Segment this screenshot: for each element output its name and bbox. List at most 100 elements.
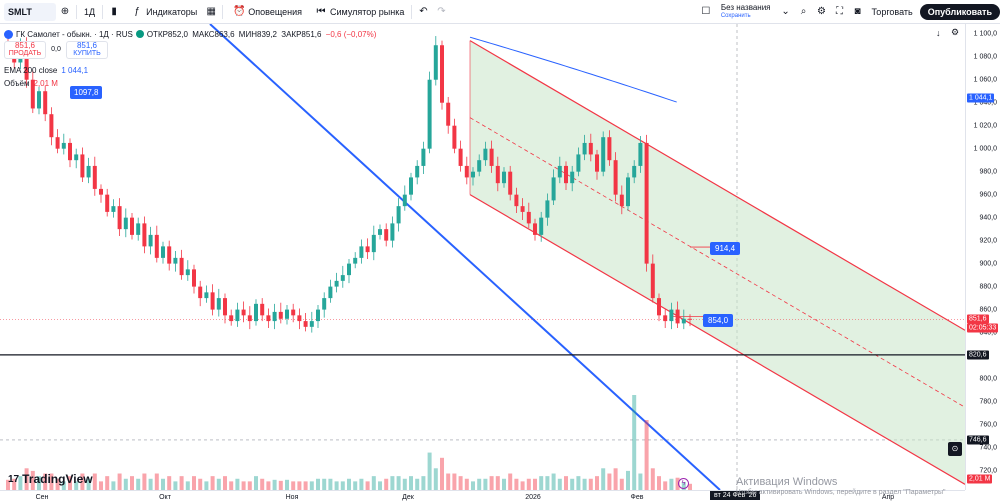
volume-bar bbox=[570, 478, 575, 490]
ema-legend[interactable]: EMA 200 close 1 044,1 bbox=[4, 66, 88, 75]
volume-bar bbox=[309, 481, 314, 490]
price-tick: 760,0 bbox=[979, 421, 997, 429]
volume-bar bbox=[582, 478, 587, 490]
volume-bar bbox=[619, 478, 624, 490]
alerts-button[interactable]: ⏰ Оповещения bbox=[225, 0, 307, 24]
publish-button[interactable]: Опубликовать bbox=[919, 3, 1000, 20]
volume-value: 2,01 M bbox=[33, 79, 58, 88]
price-tick: 720,0 bbox=[979, 467, 997, 474]
candle-body bbox=[142, 223, 147, 247]
candle-body bbox=[334, 280, 339, 287]
flash-icon[interactable]: ϟ bbox=[678, 478, 689, 489]
layout-name[interactable]: Без названия Сохранить bbox=[715, 3, 777, 21]
candle-body bbox=[526, 211, 531, 224]
buy-price: 851,6 bbox=[76, 41, 98, 50]
candle-type-icon[interactable]: ▮ bbox=[111, 6, 117, 17]
candle-body bbox=[278, 311, 283, 319]
volume-bar bbox=[297, 481, 302, 490]
volume-bar bbox=[551, 473, 556, 490]
chevron-down-icon[interactable]: ⌄ bbox=[781, 6, 790, 17]
volume-bar bbox=[117, 473, 122, 490]
change-value: −0,6 (−0,07%) bbox=[325, 29, 377, 39]
price-label-tag[interactable]: 914,4 bbox=[710, 242, 741, 255]
camera-icon[interactable]: ◙ bbox=[854, 6, 861, 17]
indicators-button[interactable]: ƒ Индикаторы bbox=[123, 0, 202, 24]
crosshair-icon[interactable]: ⊙ bbox=[948, 442, 962, 456]
sell-label: ПРОДАТЬ bbox=[8, 50, 42, 57]
candle-body bbox=[291, 309, 296, 316]
candle-body bbox=[130, 217, 134, 235]
candle-body bbox=[260, 303, 265, 316]
volume-bar bbox=[192, 476, 196, 490]
price-tick: 740,0 bbox=[979, 444, 997, 452]
candle-body bbox=[198, 286, 203, 299]
candle-body bbox=[657, 298, 661, 316]
candle-body bbox=[452, 125, 457, 149]
simulator-button[interactable]: ⏮ Симулятор рынка bbox=[307, 0, 409, 24]
arrow-down-icon[interactable]: ↓ bbox=[936, 28, 941, 38]
volume-bar bbox=[384, 478, 389, 490]
price-tick: 940,0 bbox=[979, 214, 997, 222]
candle-body bbox=[402, 194, 407, 207]
volume-bar bbox=[161, 478, 165, 490]
volume-bar bbox=[266, 481, 271, 490]
volume-bar bbox=[576, 476, 581, 490]
volume-bar bbox=[216, 478, 221, 490]
candle-body bbox=[92, 165, 97, 189]
price-label-tag[interactable]: 1097,8 bbox=[70, 86, 103, 99]
fullscreen-icon[interactable]: ⛶ bbox=[836, 6, 844, 17]
volume-bar bbox=[626, 470, 630, 490]
trade-button[interactable]: Торговать bbox=[871, 6, 913, 17]
search-icon[interactable]: ⌕ bbox=[800, 6, 807, 17]
candle-body bbox=[415, 165, 420, 178]
candle-body bbox=[582, 142, 587, 155]
candle-body bbox=[551, 177, 556, 201]
templates-icon[interactable]: ▦ bbox=[206, 6, 216, 17]
sell-button[interactable]: 851,6 ПРОДАТЬ bbox=[4, 41, 46, 59]
buy-button[interactable]: 851,6 КУПИТЬ bbox=[66, 41, 108, 59]
settings-icon[interactable]: ⚙ bbox=[951, 27, 960, 37]
legend-title[interactable]: ГК Самолет - обыкн. · 1Д · RUS bbox=[16, 29, 133, 39]
settings-icon[interactable]: ⚙ bbox=[817, 6, 826, 17]
candle-body bbox=[409, 177, 413, 195]
volume-label: Объём bbox=[4, 79, 30, 88]
volume-bar bbox=[328, 478, 333, 490]
candle-body bbox=[446, 102, 451, 126]
volume-bar bbox=[650, 468, 655, 490]
symbol-search[interactable]: SMLT bbox=[4, 2, 56, 21]
layout-save-status: Сохранить bbox=[720, 12, 751, 19]
undo-icon[interactable]: ↶ bbox=[419, 6, 428, 17]
layout-checkbox-icon[interactable]: ☐ bbox=[701, 6, 711, 17]
volume-bar bbox=[254, 476, 258, 490]
compare-icon[interactable]: ⊕ bbox=[60, 6, 70, 17]
volume-bar bbox=[564, 476, 568, 490]
candle-body bbox=[458, 148, 463, 166]
volume-bar bbox=[241, 481, 246, 490]
volume-bar bbox=[533, 478, 537, 490]
candle-body bbox=[235, 309, 240, 322]
price-label-tag[interactable]: 854,0 bbox=[703, 314, 734, 327]
volume-bar bbox=[43, 473, 48, 490]
candle-body bbox=[347, 263, 351, 276]
candle-body bbox=[588, 142, 593, 155]
volume-bar bbox=[632, 395, 637, 490]
volume-bar bbox=[37, 476, 41, 490]
price-axis[interactable]: 1 100,0 1 080,0 1 060,0 1 040,0 1 020,0 1 000… bbox=[965, 24, 1000, 490]
interval-button[interactable]: 1Д bbox=[84, 6, 96, 17]
candle-body bbox=[613, 160, 618, 195]
volume-bar bbox=[433, 468, 438, 490]
candle-body bbox=[123, 217, 128, 230]
volume-legend[interactable]: Объём 2,01 M bbox=[4, 79, 58, 88]
candle-body bbox=[111, 206, 116, 212]
tradingview-logo[interactable]: 17 TradingView bbox=[8, 472, 93, 486]
candle-body bbox=[359, 246, 364, 258]
candle-body bbox=[322, 298, 327, 310]
candle-body bbox=[210, 292, 215, 310]
price-chart[interactable] bbox=[0, 24, 965, 490]
volume-bar bbox=[92, 473, 97, 490]
chart-pane[interactable] bbox=[0, 24, 965, 490]
candle-body bbox=[483, 148, 488, 161]
volume-bar bbox=[427, 452, 432, 490]
redo-icon[interactable]: ↷ bbox=[437, 6, 446, 17]
volume-bar bbox=[136, 478, 141, 490]
